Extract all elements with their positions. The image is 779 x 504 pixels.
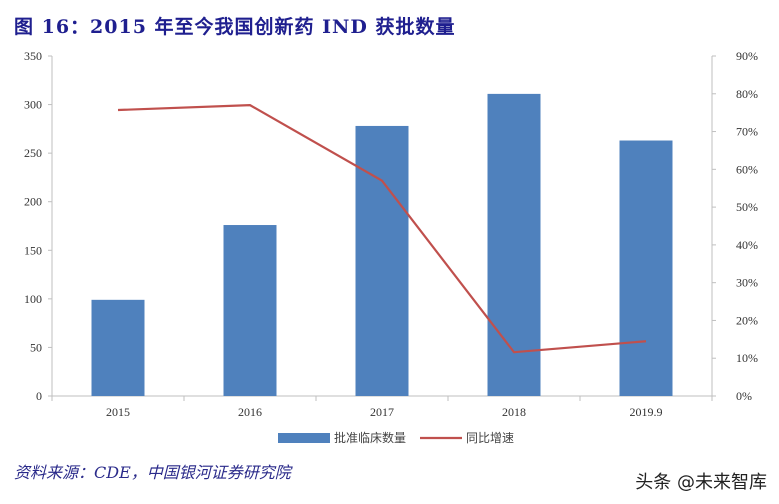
right-tick-label: 60% [736, 162, 758, 176]
legend-bar-swatch [278, 433, 330, 443]
legend-bar-label: 批准临床数量 [334, 430, 406, 445]
bar-2016 [223, 225, 277, 396]
right-tick-label: 0% [736, 389, 752, 403]
chart-title: 图 16：2015 年至今我国创新药 IND 获批数量 [14, 16, 456, 38]
watermark: 头条 @未来智库 [635, 472, 767, 493]
x-tick-label: 2015 [106, 405, 130, 419]
left-tick-label: 150 [24, 243, 42, 257]
growth-rate-line [117, 104, 647, 354]
left-tick-label: 250 [24, 146, 42, 160]
right-tick-label: 90% [736, 49, 758, 63]
right-tick-label: 20% [736, 313, 758, 327]
x-tick-label: 2018 [502, 405, 526, 419]
left-tick-label: 300 [24, 98, 42, 112]
right-tick-label: 80% [736, 87, 758, 101]
right-tick-label: 40% [736, 238, 758, 252]
bar-2017 [355, 125, 409, 396]
left-tick-label: 50 [30, 340, 42, 354]
chart: 0 50 100 150 200 250 300 350 0% 10% 20% 30% 40% 50% 60… [24, 49, 758, 445]
left-tick-label: 350 [24, 49, 42, 63]
left-tick-label: 0 [36, 389, 42, 403]
bar-2015 [91, 299, 145, 396]
x-tick-label: 2016 [238, 405, 262, 419]
bar-2019.9 [619, 140, 673, 396]
right-tick-label: 30% [736, 276, 758, 290]
source-note: 资料来源：CDE，中国银河证券研究院 [14, 463, 291, 482]
right-tick-label: 70% [736, 125, 758, 139]
left-tick-label: 200 [24, 195, 42, 209]
legend-line-label: 同比增速 [466, 431, 514, 445]
x-tick-label: 2017 [370, 405, 394, 419]
bar-2018 [487, 93, 541, 396]
left-tick-label: 100 [24, 292, 42, 306]
right-tick-label: 10% [736, 351, 758, 365]
x-tick-label: 2019.9 [630, 405, 663, 419]
right-tick-label: 50% [736, 200, 758, 214]
